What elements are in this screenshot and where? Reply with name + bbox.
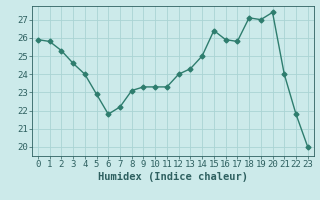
- X-axis label: Humidex (Indice chaleur): Humidex (Indice chaleur): [98, 172, 248, 182]
